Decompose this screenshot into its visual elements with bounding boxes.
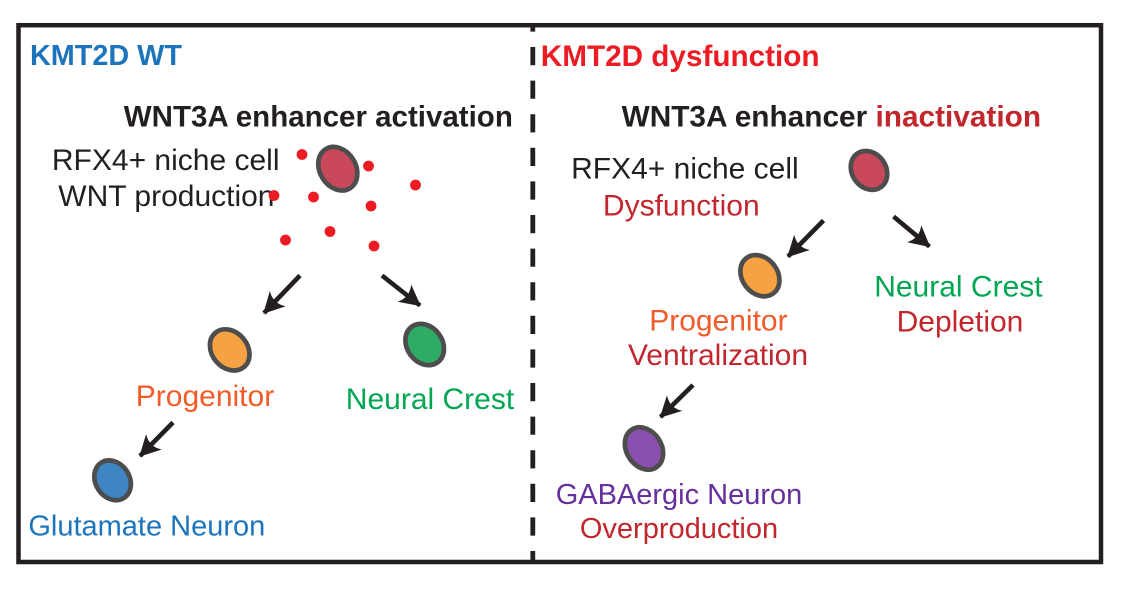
svg-text:GABAergic Neuron: GABAergic Neuron (556, 479, 803, 511)
svg-text:KMT2D WT: KMT2D WT (30, 40, 182, 72)
svg-text:WNT3A enhancer inactivation: WNT3A enhancer inactivation (622, 100, 1041, 133)
svg-text:Progenitor: Progenitor (136, 380, 274, 413)
svg-text:Progenitor: Progenitor (649, 305, 787, 338)
svg-text:Neural Crest: Neural Crest (874, 271, 1043, 304)
svg-text:Depletion: Depletion (897, 306, 1024, 339)
svg-text:KMT2D dysfunction: KMT2D dysfunction (541, 40, 820, 73)
svg-text:RFX4+ niche cell: RFX4+ niche cell (571, 153, 799, 186)
svg-text:RFX4+ niche cell: RFX4+ niche cell (52, 144, 280, 177)
svg-text:Dysfunction: Dysfunction (603, 190, 760, 223)
svg-text:Overproduction: Overproduction (580, 513, 778, 545)
svg-text:Neural Crest: Neural Crest (346, 383, 515, 416)
svg-text:WNT production: WNT production (58, 180, 274, 213)
svg-text:WNT3A enhancer activation: WNT3A enhancer activation (124, 100, 513, 133)
svg-text:Glutamate Neuron: Glutamate Neuron (28, 510, 265, 542)
svg-text:Ventralization: Ventralization (628, 339, 808, 372)
